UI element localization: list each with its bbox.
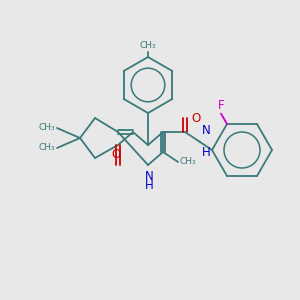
Text: CH₃: CH₃: [38, 124, 55, 133]
Text: F: F: [218, 99, 224, 112]
Text: CH₃: CH₃: [38, 143, 55, 152]
Text: H: H: [202, 146, 211, 159]
Text: O: O: [191, 112, 200, 124]
Text: O: O: [111, 148, 121, 161]
Text: CH₃: CH₃: [140, 41, 156, 50]
Text: CH₃: CH₃: [180, 158, 196, 166]
Text: H: H: [145, 179, 153, 192]
Text: N: N: [202, 124, 211, 137]
Text: N: N: [145, 170, 153, 183]
